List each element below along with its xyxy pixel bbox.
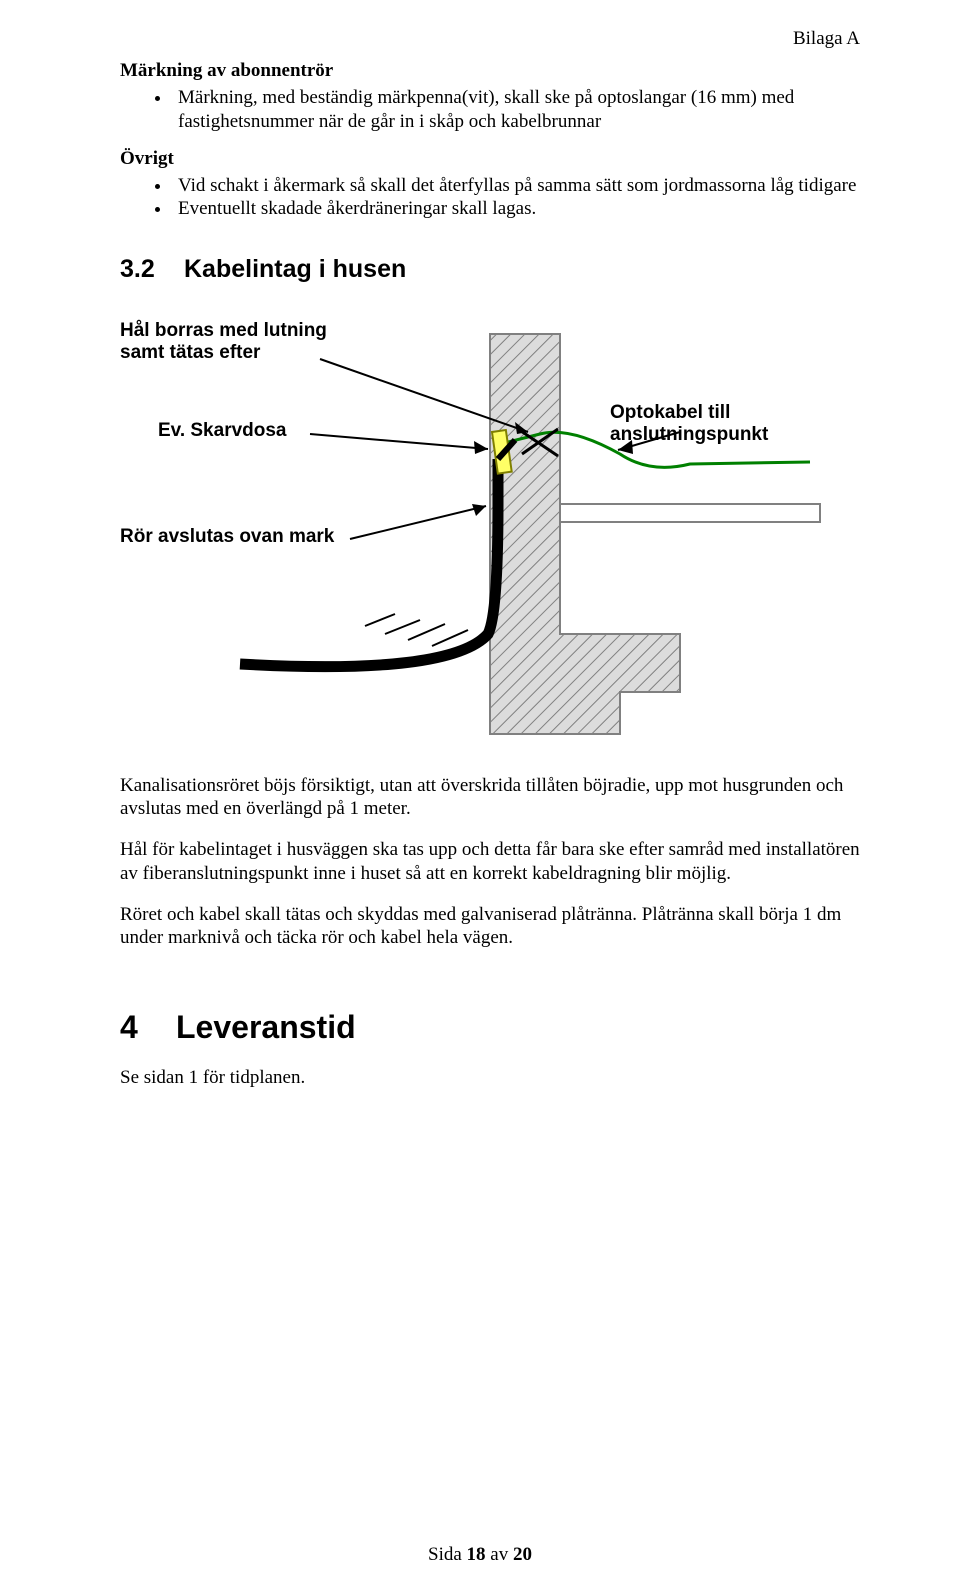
heading-text: Kabelintag i husen: [184, 255, 406, 283]
paragraph: Kanalisationsröret böjs försiktigt, utan…: [120, 774, 860, 820]
paragraph: Se sidan 1 för tidplanen.: [120, 1066, 860, 1089]
diagram-label-skarvdosa: Ev. Skarvdosa: [158, 420, 287, 442]
page-footer: Sida 18 av 20: [0, 1544, 960, 1566]
paragraph: Röret och kabel skall tätas och skyddas …: [120, 903, 860, 949]
diagram-label-ror: Rör avslutas ovan mark: [120, 526, 334, 548]
heading-3-2: 3.2Kabelintag i husen: [120, 255, 860, 284]
heading-markning: Märkning av abonnentrör: [120, 60, 860, 82]
header-annex: Bilaga A: [793, 28, 860, 50]
list-item: Vid schakt i åkermark så skall det återf…: [172, 174, 860, 198]
footer-mid: av: [486, 1544, 513, 1565]
heading-number: 4: [120, 1009, 176, 1046]
list-ovrigt: Vid schakt i åkermark så skall det återf…: [120, 174, 860, 222]
heading-ovrigt: Övrigt: [120, 148, 860, 170]
paragraph: Hål för kabelintaget i husväggen ska tas…: [120, 838, 860, 884]
list-markning: Märkning, med beständig märkpenna(vit), …: [120, 86, 860, 134]
heading-text: Leveranstid: [176, 1009, 356, 1045]
footer-prefix: Sida: [428, 1544, 467, 1565]
footer-page-current: 18: [467, 1544, 486, 1565]
diagram-label-hole: Hål borras med lutning samt tätas efter: [120, 320, 327, 364]
diagram-kabelintag: Hål borras med lutning samt tätas efter …: [120, 314, 860, 744]
diagram-label-opto: Optokabel till anslutningspunkt: [610, 402, 768, 446]
heading-number: 3.2: [120, 255, 184, 284]
footer-page-total: 20: [513, 1544, 532, 1565]
list-item: Eventuellt skadade åkerdräneringar skall…: [172, 197, 860, 221]
heading-4: 4Leveranstid: [120, 1009, 860, 1046]
list-item: Märkning, med beständig märkpenna(vit), …: [172, 86, 860, 134]
